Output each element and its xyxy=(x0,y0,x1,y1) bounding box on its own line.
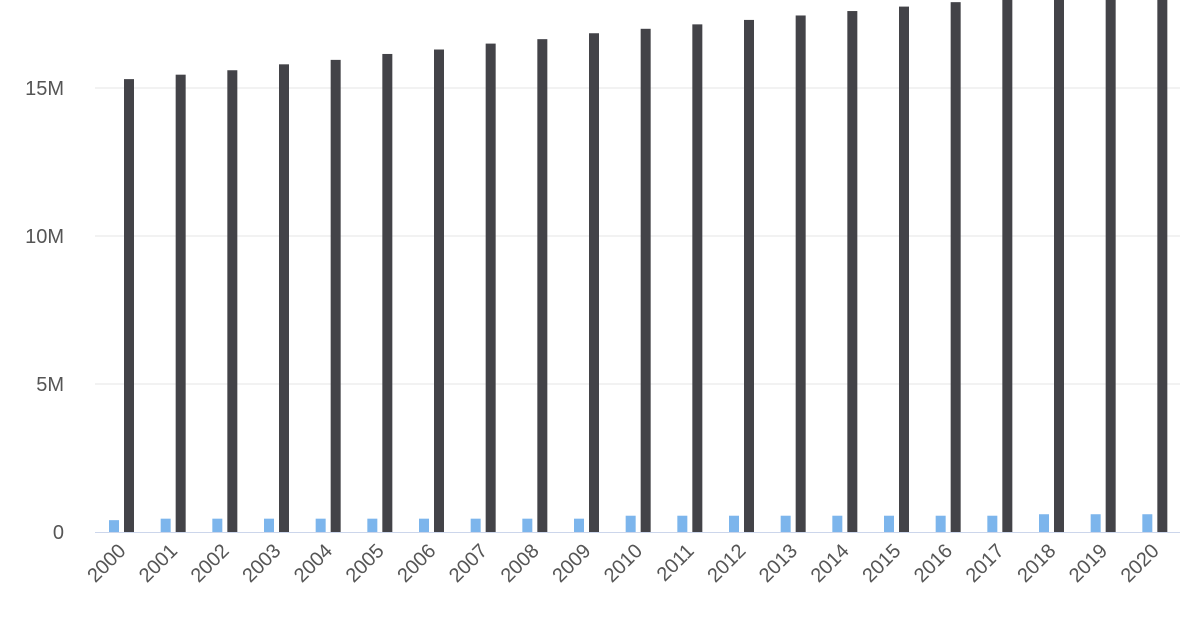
x-tick-label: 2006 xyxy=(393,540,440,587)
bar-series2-2011[interactable] xyxy=(692,24,703,533)
bar-series2-2010[interactable] xyxy=(640,28,651,533)
x-tick-label: 2017 xyxy=(962,540,1009,587)
x-tick-label: 2002 xyxy=(187,540,234,587)
bar-series1-2001[interactable] xyxy=(160,518,171,532)
bar-series2-2017[interactable] xyxy=(1002,0,1013,532)
bar-series2-2005[interactable] xyxy=(382,53,393,533)
bar-series1-2016[interactable] xyxy=(935,515,946,532)
x-tick-label: 2001 xyxy=(135,540,182,587)
x-tick-label: 2012 xyxy=(703,540,750,587)
x-tick-label: 2009 xyxy=(548,540,595,587)
bar-series2-2006[interactable] xyxy=(434,49,444,533)
bar-series2-2001[interactable] xyxy=(175,74,186,533)
bar-series2-2002[interactable] xyxy=(227,70,238,533)
x-tick-label: 2014 xyxy=(807,540,854,587)
x-axis-labels: 2000 2001 2002 2003 2004 2005 2006 2007 2008 2009… xyxy=(83,540,1163,587)
bar-series1-2009[interactable] xyxy=(574,518,584,532)
x-tick-label: 2011 xyxy=(653,540,699,586)
x-tick-label: 2007 xyxy=(445,540,492,587)
bar-series1-2003[interactable] xyxy=(264,518,274,532)
y-tick-label: 0 xyxy=(53,522,64,544)
bar-series1-2004[interactable] xyxy=(315,518,326,532)
x-tick-label: 2015 xyxy=(858,540,905,587)
bar-series2-2019[interactable] xyxy=(1105,0,1116,532)
bar-series2-2016[interactable] xyxy=(950,2,961,533)
bar-series1-2007[interactable] xyxy=(470,518,481,532)
x-tick-label: 2020 xyxy=(1117,540,1164,587)
bar-series1-2014[interactable] xyxy=(832,515,843,532)
bar-series1-2015[interactable] xyxy=(884,515,894,532)
bar-series2-2015[interactable] xyxy=(899,6,909,533)
bar-series1-2000[interactable] xyxy=(109,520,119,532)
bar-series1-2013[interactable] xyxy=(780,515,791,532)
bar-series1-2002[interactable] xyxy=(212,518,223,532)
bar-series1-2020[interactable] xyxy=(1142,514,1153,532)
bar-series2-2020[interactable] xyxy=(1157,0,1168,532)
bar-series1-2010[interactable] xyxy=(625,515,636,532)
bar-series2-2014[interactable] xyxy=(847,11,858,533)
bar-series2-2008[interactable] xyxy=(537,39,548,532)
bar-series1-2017[interactable] xyxy=(987,515,998,532)
x-tick-label: 2018 xyxy=(1013,540,1060,587)
bar-series1-2011[interactable] xyxy=(677,515,688,532)
bars xyxy=(109,0,1168,533)
x-tick-label: 2013 xyxy=(755,540,802,587)
y-axis-labels: 0 5M 10M 15M xyxy=(25,78,64,544)
gridlines xyxy=(95,87,1180,385)
y-tick-label: 5M xyxy=(36,374,64,396)
bar-series1-2018[interactable] xyxy=(1039,514,1049,532)
bar-series2-2018[interactable] xyxy=(1054,0,1064,532)
bar-series2-2003[interactable] xyxy=(279,64,289,532)
y-tick-label: 10M xyxy=(25,226,64,248)
x-tick-label: 2016 xyxy=(910,540,957,587)
bar-series2-2012[interactable] xyxy=(744,19,754,533)
bar-series1-2006[interactable] xyxy=(419,518,429,532)
x-tick-label: 2003 xyxy=(238,540,285,587)
x-tick-label: 2008 xyxy=(497,540,544,587)
x-tick-label: 2010 xyxy=(600,540,647,587)
bar-series2-2004[interactable] xyxy=(330,59,341,532)
x-tick-label: 2004 xyxy=(290,540,337,587)
bar-series1-2005[interactable] xyxy=(367,518,378,532)
bar-series2-2013[interactable] xyxy=(795,15,806,533)
bar-series1-2008[interactable] xyxy=(522,518,533,532)
x-tick-label: 2000 xyxy=(83,540,130,587)
bar-series2-2009[interactable] xyxy=(589,33,599,533)
bar-series2-2000[interactable] xyxy=(124,79,134,533)
x-tick-label: 2005 xyxy=(342,540,389,587)
bar-series2-2007[interactable] xyxy=(485,43,496,532)
y-tick-label: 15M xyxy=(25,78,64,100)
bar-series1-2012[interactable] xyxy=(729,515,739,532)
x-tick-label: 2019 xyxy=(1065,540,1112,587)
bar-series1-2019[interactable] xyxy=(1090,514,1101,532)
